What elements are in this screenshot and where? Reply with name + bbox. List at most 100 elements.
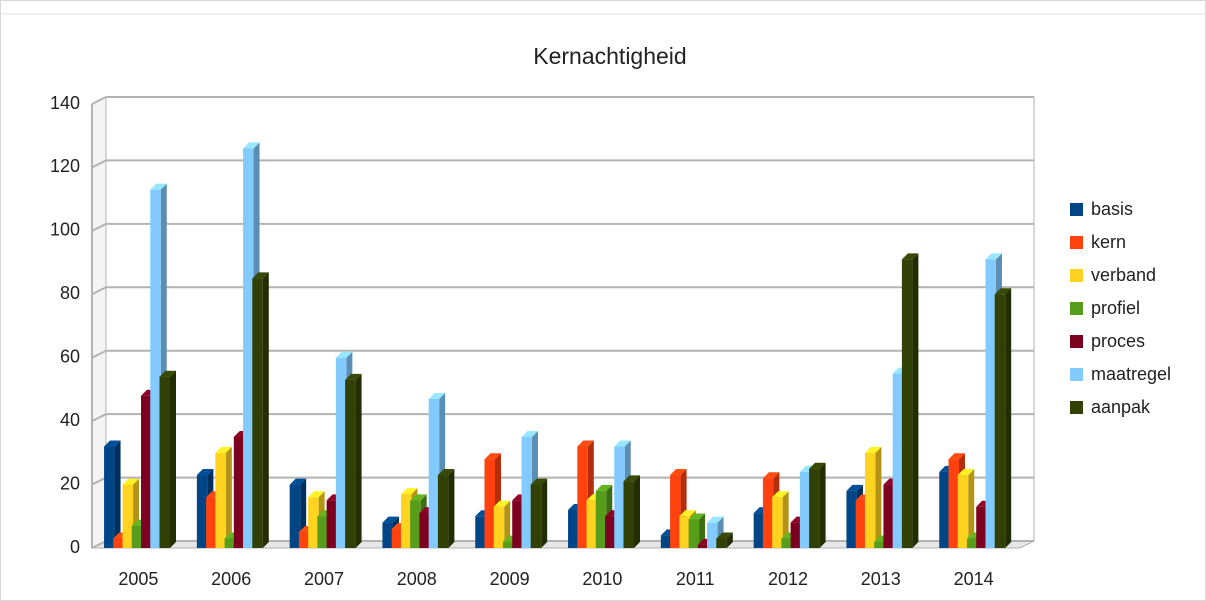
bar [252, 278, 263, 548]
bar [772, 497, 783, 548]
bar-top [215, 446, 232, 453]
bar [716, 538, 727, 548]
bar-top [400, 488, 418, 495]
bar-top [521, 431, 538, 437]
grid-line-side [91, 159, 107, 169]
grid-line-side [91, 96, 107, 105]
bar [400, 494, 412, 548]
bar-top [707, 516, 724, 523]
bar [874, 541, 885, 548]
bar [864, 452, 876, 548]
bar [104, 446, 115, 548]
bar [113, 538, 124, 548]
bar-top [595, 484, 613, 491]
bar-top [308, 491, 325, 498]
bar [670, 475, 681, 548]
grid-line-side [91, 222, 107, 232]
bar-top [957, 469, 975, 476]
bar [697, 544, 709, 548]
bar [846, 490, 857, 548]
bar [345, 379, 356, 548]
bar [122, 484, 134, 548]
bar-side [912, 253, 919, 548]
y-tick-label: 0 [70, 537, 80, 557]
grid-line-side [91, 413, 107, 423]
bar [224, 538, 236, 548]
bar-top [948, 453, 965, 460]
bar [233, 437, 245, 548]
legend-swatch [1070, 368, 1083, 381]
legend-swatch [1070, 401, 1083, 414]
bar-top [688, 513, 706, 520]
x-tick-label: 2008 [397, 569, 437, 589]
x-tick-label: 2014 [954, 569, 994, 589]
bar-top [809, 462, 826, 469]
bar [605, 516, 616, 548]
legend-swatch [1070, 335, 1083, 348]
bar [799, 471, 811, 548]
x-tick-label: 2006 [211, 569, 251, 589]
bar-top [410, 494, 427, 501]
bar-top [289, 478, 307, 485]
chart-title: Kernachtigheid [533, 43, 686, 69]
bar-side [968, 469, 975, 548]
bar [660, 535, 672, 548]
bar [502, 541, 514, 548]
bar-top [614, 440, 631, 447]
bar [484, 459, 495, 548]
y-tick-label: 120 [50, 156, 80, 176]
bar-side [114, 440, 121, 548]
bar-side [225, 446, 232, 548]
bar [215, 452, 226, 548]
bar [623, 481, 634, 548]
bar-side [875, 446, 882, 548]
bar-top [772, 491, 789, 498]
bar [419, 513, 430, 548]
bar [521, 437, 532, 548]
y-tick-label: 100 [50, 220, 80, 240]
bar [595, 490, 607, 548]
bar [196, 475, 208, 548]
bar-top [623, 475, 640, 482]
bar [948, 459, 959, 548]
bar [437, 475, 449, 548]
bar [131, 525, 143, 548]
bar-top [243, 142, 260, 149]
bar [382, 522, 393, 548]
bar-side [1005, 288, 1012, 548]
y-tick-label: 60 [60, 346, 80, 366]
bar-top [382, 516, 399, 523]
bar [707, 522, 718, 548]
bar-side [726, 532, 733, 548]
bar [141, 395, 152, 548]
bar [326, 500, 338, 548]
bar [614, 446, 625, 548]
bar [762, 478, 774, 548]
legend-label: maatregel [1091, 364, 1171, 384]
bar [335, 357, 347, 548]
bar [901, 259, 913, 548]
x-tick-label: 2012 [768, 569, 808, 589]
legend-label: basis [1091, 199, 1133, 219]
bar [289, 484, 301, 548]
bar [985, 259, 996, 548]
bar [428, 398, 440, 548]
bar-side [170, 370, 176, 548]
bar [790, 522, 802, 548]
bar [308, 497, 319, 548]
y-tick-label: 40 [60, 410, 80, 430]
bar [317, 516, 328, 548]
bar [391, 528, 403, 548]
y-tick-label: 140 [50, 93, 80, 113]
bar [679, 516, 690, 548]
bar [586, 500, 598, 548]
bar [892, 373, 904, 548]
bar [243, 148, 254, 548]
bar [976, 506, 987, 548]
bar-top [252, 272, 269, 279]
bar-side [541, 478, 548, 548]
x-tick-label: 2013 [861, 569, 901, 589]
grid-line-side [91, 476, 107, 486]
bar-top [159, 370, 176, 377]
